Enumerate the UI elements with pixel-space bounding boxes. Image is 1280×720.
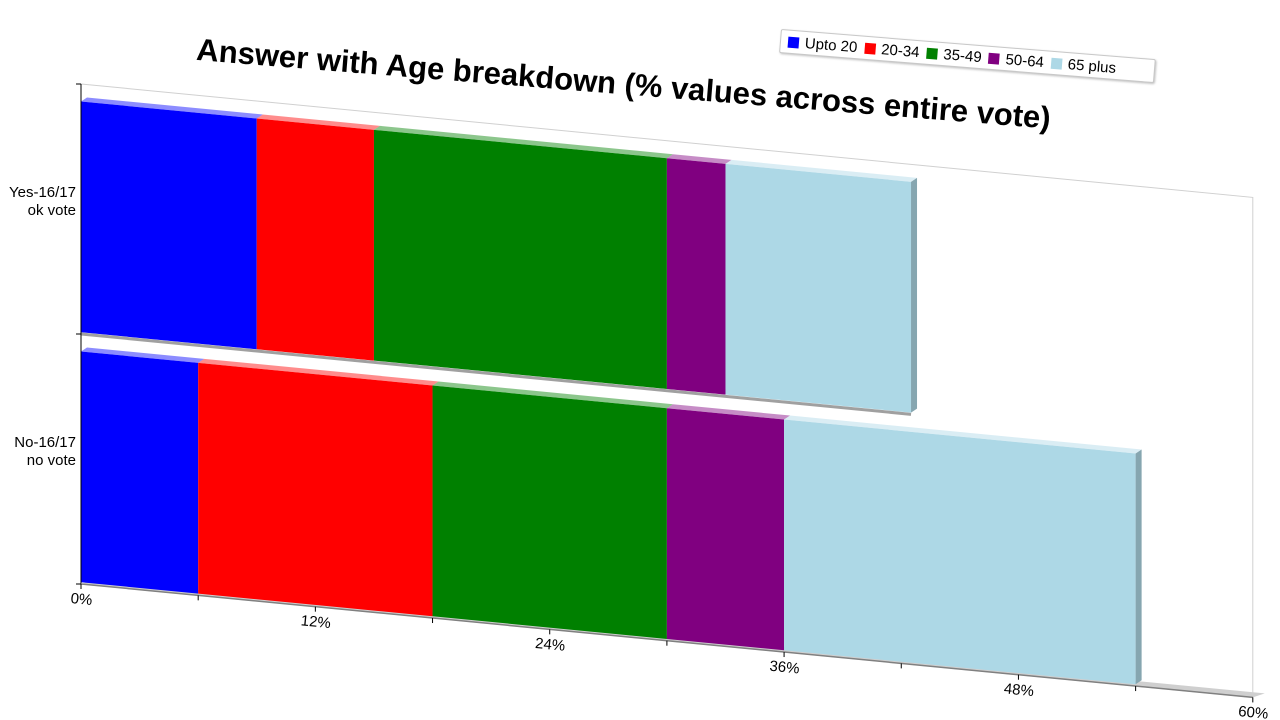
bar-yes-16-17-ok-vote-50-64-top bbox=[666, 154, 732, 164]
x-tick-label-0: 0% bbox=[70, 590, 93, 609]
x-tick-label-48: 48% bbox=[1003, 680, 1035, 700]
bar-no-16-17-no-vote-50-64 bbox=[666, 408, 785, 651]
category-label-no-16-17-no-vote: No-16/17 no vote bbox=[14, 434, 76, 469]
category-label-line: Yes-16/17 bbox=[9, 184, 76, 201]
bar-yes-16-17-ok-vote-20-34-top bbox=[256, 114, 380, 130]
bar-no-16-17-no-vote-35-49-top bbox=[432, 381, 673, 409]
category-label-yes-16-17-ok-vote: Yes-16/17 ok vote bbox=[9, 184, 76, 219]
category-label-line: no vote bbox=[27, 452, 76, 469]
bar-yes-16-17-ok-vote-upto-20 bbox=[81, 101, 257, 350]
bar-yes-16-17-ok-vote-35-49-top bbox=[373, 125, 673, 159]
bar-yes-16-17-ok-vote-upto-20-top bbox=[81, 97, 263, 119]
x-tick-label-60: 60% bbox=[1237, 703, 1269, 720]
bar-no-16-17-no-vote-35-49 bbox=[432, 385, 667, 639]
bar-no-16-17-no-vote-upto-20 bbox=[81, 351, 199, 594]
category-label-line: No-16/17 bbox=[14, 434, 76, 451]
bar-yes-16-17-ok-vote-65-plus-side bbox=[911, 177, 918, 413]
x-tick-label-12: 12% bbox=[300, 612, 332, 632]
bar-no-16-17-no-vote-50-64-top bbox=[666, 404, 791, 420]
category-label-line: ok vote bbox=[28, 202, 76, 219]
bar-yes-16-17-ok-vote-65-plus bbox=[725, 163, 912, 413]
bar-no-16-17-no-vote-65-plus-side bbox=[1135, 449, 1142, 685]
bar-no-16-17-no-vote-upto-20-top bbox=[81, 347, 205, 363]
x-tick-label-24: 24% bbox=[534, 635, 566, 655]
bar-no-16-17-no-vote-20-34-top bbox=[198, 358, 439, 386]
bar-yes-16-17-ok-vote-35-49 bbox=[373, 129, 667, 389]
category-separator bbox=[80, 332, 912, 416]
bar-no-16-17-no-vote-65-plus-top bbox=[784, 415, 1142, 454]
bar-yes-16-17-ok-vote-20-34 bbox=[256, 118, 374, 361]
x-tick-label-36: 36% bbox=[769, 658, 801, 678]
bar-no-16-17-no-vote-20-34 bbox=[198, 362, 433, 617]
bar-yes-16-17-ok-vote-50-64 bbox=[666, 158, 726, 395]
bar-yes-16-17-ok-vote-65-plus-top bbox=[725, 159, 918, 182]
bar-no-16-17-no-vote-65-plus bbox=[784, 419, 1136, 685]
